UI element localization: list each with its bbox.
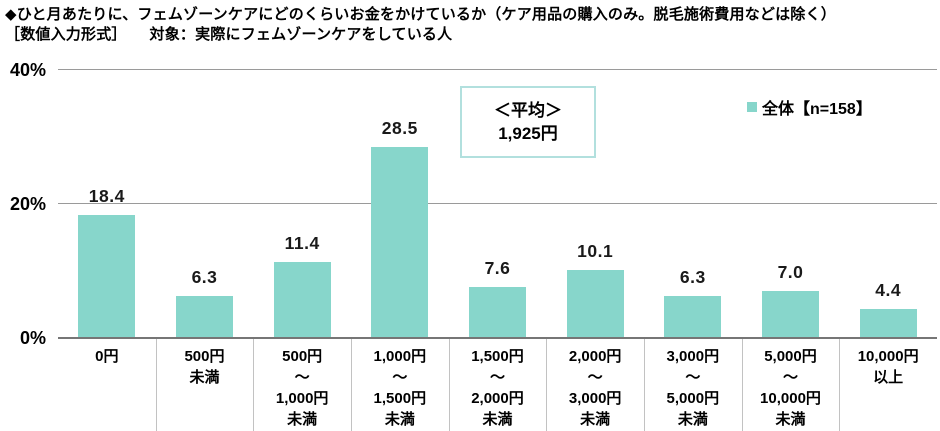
bar-value-label-3: 28.5	[381, 118, 418, 139]
y-tick-label-40: 40%	[9, 60, 46, 80]
x-axis-label-line: 未満	[482, 411, 513, 428]
legend: 全体【n=158】	[747, 95, 872, 119]
x-axis-label-line: 10,000円	[760, 390, 821, 407]
x-axis-label-line: 5,000円	[666, 390, 720, 407]
x-axis-label-line: ～	[782, 369, 798, 386]
x-axis-label-7: 5,000円 ～ 10,000円 未満	[742, 340, 840, 431]
x-axis-label-4: 1,500円 ～ 2,000円 未満	[449, 340, 547, 431]
x-axis-label-line: ～	[587, 369, 603, 386]
x-axis-divider-8	[839, 339, 841, 431]
bar-value-label-1: 6.3	[191, 266, 218, 287]
gridline-20pct	[58, 203, 937, 204]
x-axis-divider-7	[741, 339, 743, 431]
x-axis-label-8: 10,000円 以上	[839, 340, 937, 431]
average-box-label: ＜平均＞	[494, 101, 562, 120]
bar-value-label-4: 7.6	[484, 258, 511, 279]
x-axis-label-line: 以上	[873, 369, 904, 386]
y-tick-label-20: 20%	[9, 194, 46, 214]
x-axis-label-line: 10,000円	[857, 348, 919, 365]
x-axis-label-2: 500円 ～ 1,000円 未満	[253, 340, 351, 431]
x-axis-label-line: 未満	[384, 411, 415, 428]
x-axis-label-line: 500円	[282, 348, 323, 365]
average-box: ＜平均＞ 1,925円	[460, 86, 596, 158]
x-axis-label-line: 未満	[189, 369, 220, 386]
bar-8	[859, 308, 917, 338]
x-axis-divider-2	[253, 339, 255, 431]
average-box-value: 1,925円	[498, 124, 558, 143]
x-axis-divider-1	[155, 339, 157, 431]
x-axis-label-3: 1,000円 ～ 1,500円 未満	[351, 340, 449, 431]
x-axis-label-line: 0円	[95, 348, 119, 365]
chart-title: ◆ひと月あたりに、フェムゾーンケアにどのくらいお金をかけているか（ケア用品の購入…	[5, 6, 836, 23]
y-tick-label-0: 0%	[19, 328, 46, 348]
x-axis-divider-3	[351, 339, 352, 431]
bar-6	[664, 295, 722, 338]
x-axis-label-line: ～	[392, 369, 408, 386]
x-axis-divider-5	[546, 339, 548, 431]
x-axis-label-line: 3,000円	[666, 348, 720, 365]
x-axis-line	[58, 337, 937, 339]
x-axis-label-line: 未満	[287, 411, 318, 428]
x-axis-divider-6	[644, 339, 645, 431]
x-axis-label-line: ～	[685, 369, 701, 386]
x-axis-label-line: 未満	[775, 411, 806, 428]
bar-value-label-0: 18.4	[88, 185, 125, 206]
x-axis-label-1: 500円未満	[156, 340, 254, 431]
gridline-40pct	[58, 69, 937, 70]
bar-value-label-8: 4.4	[875, 279, 902, 300]
chart-subtitle: ［数値入力形式］ 対象：実際にフェムゾーンケアをしている人	[5, 26, 453, 43]
x-axis-divider-4	[448, 339, 450, 431]
bar-3	[371, 147, 429, 338]
bar-7	[762, 291, 819, 338]
x-axis-label-line: 3,000円	[568, 390, 622, 407]
legend-label: 全体【n=158】	[762, 101, 872, 118]
bar-2	[273, 261, 331, 338]
x-axis-label-6: 3,000円 ～ 5,000円 未満	[644, 340, 742, 431]
bar-4	[469, 287, 526, 338]
bar-5	[566, 270, 624, 338]
x-axis-label-5: 2,000円 ～ 3,000円 未満	[546, 340, 644, 431]
x-axis-label-line: 2,000円	[471, 390, 524, 407]
bar-value-label-5: 10.1	[577, 241, 614, 262]
x-axis-label-line: 1,000円	[275, 390, 329, 407]
bar-value-label-7: 7.0	[777, 262, 804, 283]
x-axis-label-line: 1,500円	[471, 348, 524, 365]
x-axis-label-line: 未満	[677, 411, 708, 428]
legend-swatch-icon	[747, 102, 757, 112]
x-axis-label-line: 1,000円	[373, 348, 427, 365]
x-axis-label-line: 1,500円	[373, 390, 427, 407]
x-axis-label-line: 未満	[580, 411, 611, 428]
x-axis-label-0: 0円	[58, 340, 156, 431]
x-axis-label-line: ～	[294, 369, 310, 386]
x-axis-label-line: 5,000円	[764, 348, 817, 365]
bar-value-label-6: 6.3	[679, 266, 706, 287]
bar-1	[176, 295, 233, 338]
x-axis-label-line: 2,000円	[568, 348, 622, 365]
bar-value-label-2: 11.4	[284, 232, 320, 253]
bar-0	[78, 214, 136, 338]
x-axis-label-line: ～	[489, 369, 505, 386]
x-axis-label-line: 500円	[184, 348, 225, 365]
